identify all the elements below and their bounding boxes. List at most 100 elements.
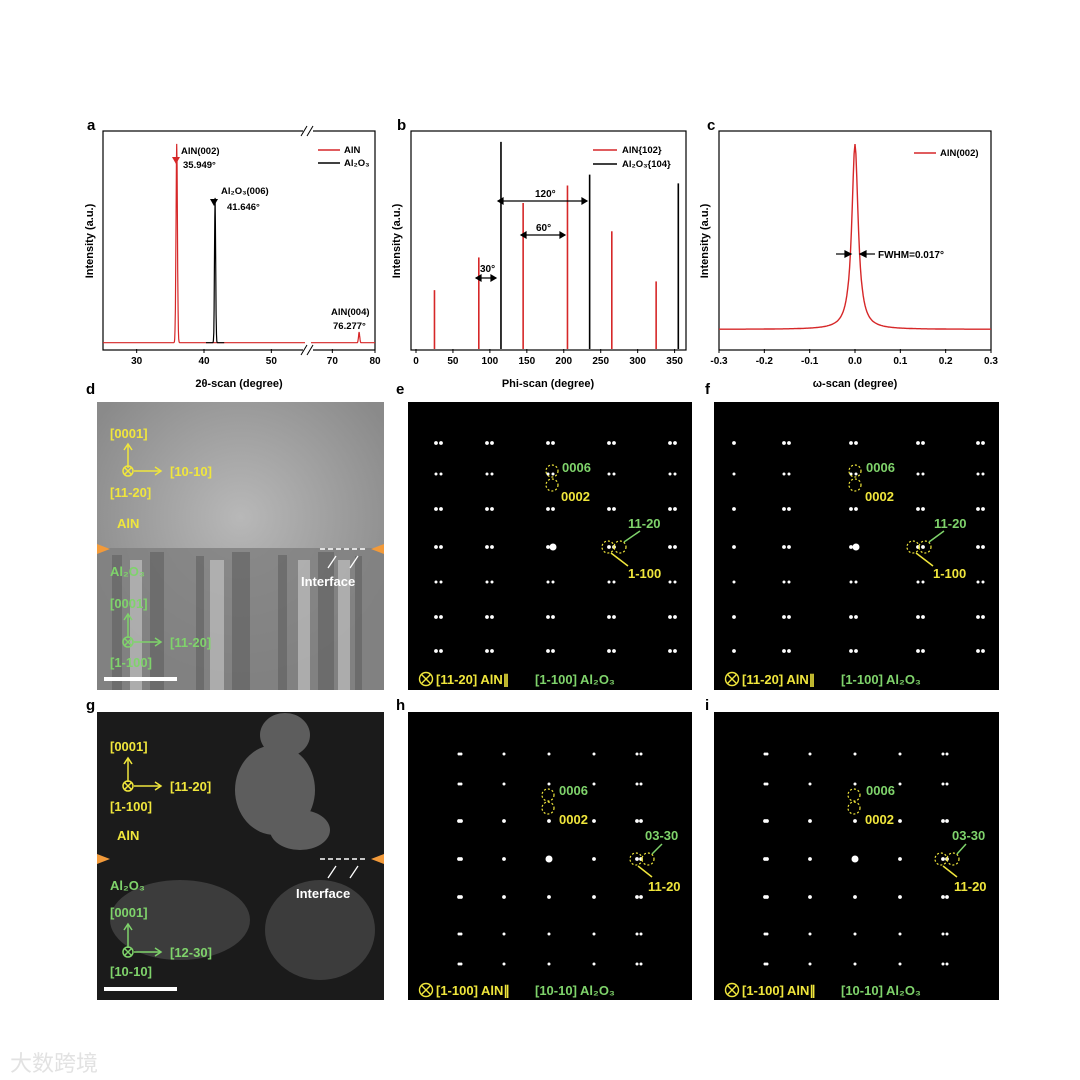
zone-axis-top-g-2: [1-100] (110, 799, 152, 814)
rocking-curve (719, 144, 991, 330)
diffraction-spot (668, 649, 672, 653)
diffraction-spot (547, 962, 551, 966)
diffraction-spot (635, 895, 639, 899)
diffraction-spot (808, 752, 812, 756)
panel-letter-f: f (705, 381, 711, 398)
x-tick-label-c: -0.1 (801, 356, 819, 367)
diffraction-spot (607, 507, 611, 511)
diffraction-spots-f (732, 441, 985, 653)
diffraction-spot (916, 472, 920, 476)
diffraction-spot (607, 615, 611, 619)
x-tick-label-a: 80 (369, 356, 381, 367)
diffraction-spot (485, 649, 489, 653)
zone-axis-bottom-g-1: [12-30] (170, 945, 212, 960)
xrd-curve-sapphire (206, 197, 225, 344)
panel-g: g Interface [0001] [11-20] [1-100] AlN A… (86, 697, 384, 1000)
diffraction-spot (547, 819, 551, 823)
diffraction-spot (976, 507, 980, 511)
interface-marker-right-d (371, 544, 384, 554)
diffraction-spot (854, 472, 858, 476)
diffraction-spot (732, 472, 736, 476)
diffraction-spot (849, 507, 853, 511)
diffraction-spot (854, 441, 858, 445)
svg-text:AlN: AlN (344, 145, 361, 156)
x-axis-label-b: Phi-scan (degree) (502, 378, 595, 390)
diffraction-spot (849, 615, 853, 619)
svg-text:0002: 0002 (561, 489, 590, 504)
caption-e: [11-20] AlN∥ [1-100] Al₂O₃ (418, 671, 615, 688)
diffraction-spot (668, 472, 672, 476)
diffraction-spot (502, 819, 506, 823)
diffraction-spot (502, 962, 506, 966)
peak-value-aln-002: 35.949° (183, 160, 216, 171)
diffraction-spot (765, 895, 769, 899)
diffraction-spot (635, 962, 639, 966)
svg-text:[1-100] AlN∥: [1-100] AlN∥ (742, 983, 816, 999)
svg-text:[1-100] Al₂O₃: [1-100] Al₂O₃ (535, 672, 615, 687)
svg-text:03-30: 03-30 (645, 828, 678, 843)
diffraction-spot (732, 441, 736, 445)
diffraction-spot (439, 441, 443, 445)
diffraction-spot (490, 472, 494, 476)
x-tick-label-b: 100 (482, 356, 499, 367)
x-tick-label-c: 0.1 (893, 356, 907, 367)
diffraction-spot (612, 615, 616, 619)
diffraction-spot (981, 507, 985, 511)
diffraction-spot (434, 441, 438, 445)
diffraction-spot (732, 545, 736, 549)
panel-letter-h: h (396, 697, 405, 714)
diffraction-spot (439, 507, 443, 511)
diffraction-spot (787, 580, 791, 584)
annotation-30-label: 30° (480, 264, 495, 275)
diffraction-spot (459, 932, 463, 936)
diffraction-spot (765, 962, 769, 966)
diffraction-spot (546, 580, 550, 584)
zone-axis-bottom-d-0: [0001] (110, 596, 148, 611)
diffraction-spot (976, 649, 980, 653)
plot-frame-c (718, 130, 992, 351)
interface-label-g: Interface (296, 886, 350, 901)
diffraction-spot (732, 507, 736, 511)
legend-b: AlN{102} Al₂O₃{104} (593, 145, 671, 170)
annotation-60 (519, 230, 567, 240)
peak-marker-aln-002 (172, 157, 180, 164)
svg-text:0006: 0006 (562, 460, 591, 475)
diffraction-spot (787, 615, 791, 619)
x-axis-label-c: ω-scan (degree) (813, 378, 898, 390)
diffraction-spot (941, 752, 945, 756)
svg-text:[11-20] AlN∥: [11-20] AlN∥ (742, 672, 815, 688)
peak-value-aln-004: 76.277° (333, 321, 366, 332)
legend-a: AlN Al₂O₃ (318, 145, 370, 169)
diffraction-spot (490, 545, 494, 549)
diffraction-spot (921, 545, 925, 549)
diffraction-spot (502, 782, 506, 786)
diffraction-spot (787, 507, 791, 511)
diffraction-spot (592, 962, 596, 966)
diffraction-spot (849, 545, 853, 549)
diffraction-spot (945, 895, 949, 899)
layer-label-aln-d: AlN (117, 516, 139, 531)
diffraction-spot (551, 615, 555, 619)
diffraction-spot (765, 782, 769, 786)
diffraction-spot (673, 507, 677, 511)
central-beam-spot (851, 855, 859, 863)
diffraction-spot (490, 615, 494, 619)
diffraction-spot (916, 649, 920, 653)
spot-annotations-i: 0006 0002 03-30 11-20 (847, 783, 987, 894)
svg-text:11-20: 11-20 (628, 516, 661, 531)
diffraction-spot (485, 615, 489, 619)
panel-letter-a: a (87, 117, 96, 134)
annotation-120 (496, 196, 589, 206)
diffraction-spot (639, 819, 643, 823)
diffraction-spot (945, 782, 949, 786)
diffraction-spot (439, 545, 443, 549)
panel-a: a Intensity (a.u.) 2θ-scan (degree) 30 40… (84, 117, 381, 390)
diffraction-spot (459, 857, 463, 861)
diffraction-spot (853, 752, 857, 756)
diffraction-spot (439, 580, 443, 584)
diffraction-spot (551, 580, 555, 584)
panel-letter-e: e (396, 381, 404, 398)
zone-axis-top-g-0: [0001] (110, 739, 148, 754)
diffraction-spot (782, 545, 786, 549)
diffraction-spot (921, 472, 925, 476)
